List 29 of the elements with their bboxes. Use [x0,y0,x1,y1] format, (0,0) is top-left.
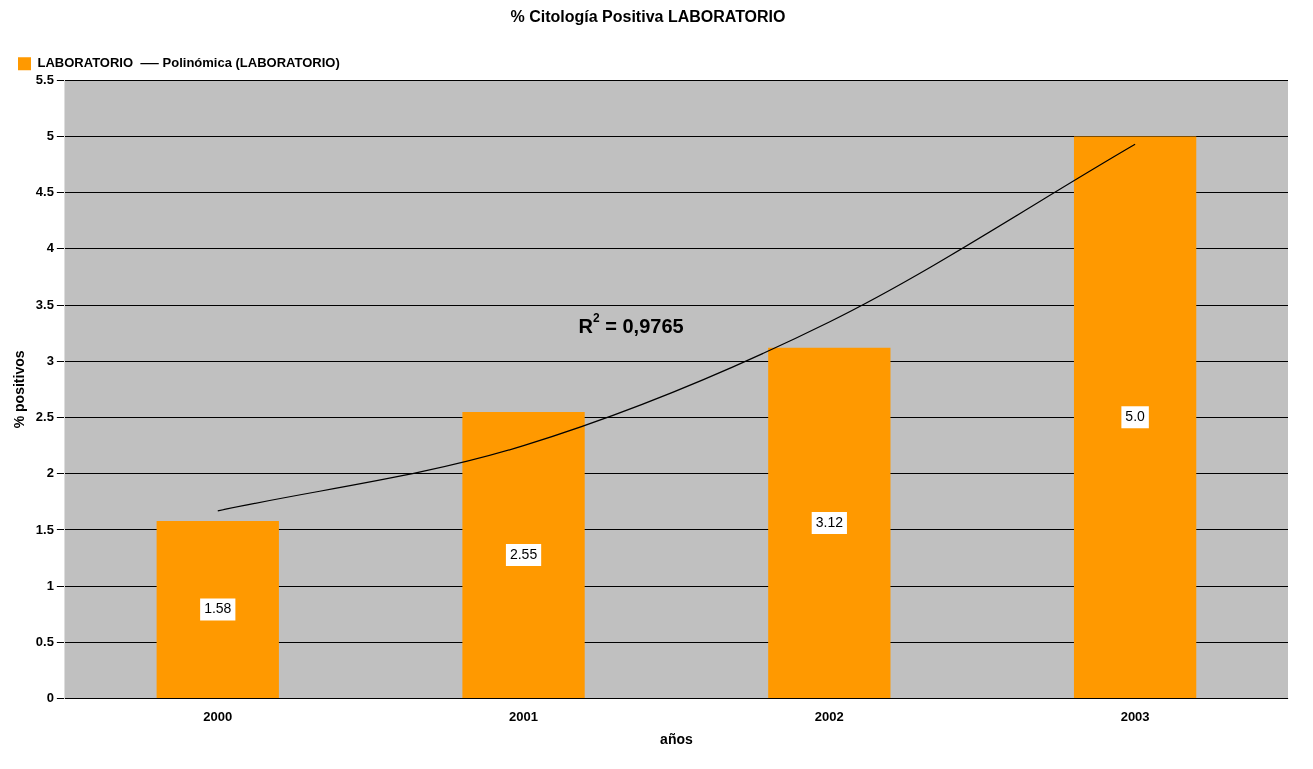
y-tick-label: 3.5 [35,296,54,312]
x-tick-label: 2001 [509,708,539,724]
y-tick-label: 1 [46,577,54,593]
y-tick-label: 1.5 [35,521,54,537]
data-label: 1.58 [204,600,232,617]
y-tick-label: 5.5 [35,71,54,87]
data-label: 2.55 [509,545,538,562]
x-tick-label: 2000 [203,708,233,724]
y-axis-title: % positivos [11,350,28,429]
x-tick-label: 2002 [814,708,844,724]
y-tick-label: 4 [46,240,55,256]
legend-label: LABORATORIO [37,55,134,71]
bar [156,520,279,699]
y-tick-label: 0 [46,690,54,706]
data-label: 5.0 [1125,408,1146,425]
y-tick-label: 0.5 [35,633,54,649]
y-tick-label: 2.5 [35,409,54,425]
bar [1073,136,1197,699]
chart-title: % Citología Positiva LABORATORIO [510,8,786,26]
x-axis-title: años [660,731,693,748]
legend-label: Polinómica (LABORATORIO) [162,55,340,71]
y-tick-label: 3 [46,352,54,368]
y-tick-label: 5 [46,128,54,143]
data-label: 3.12 [815,513,844,530]
y-tick-label: 4.5 [35,184,54,200]
y-tick-label: 2 [46,465,54,481]
bar [462,411,585,699]
x-tick-label: 2003 [1120,708,1150,724]
bar [768,347,891,699]
